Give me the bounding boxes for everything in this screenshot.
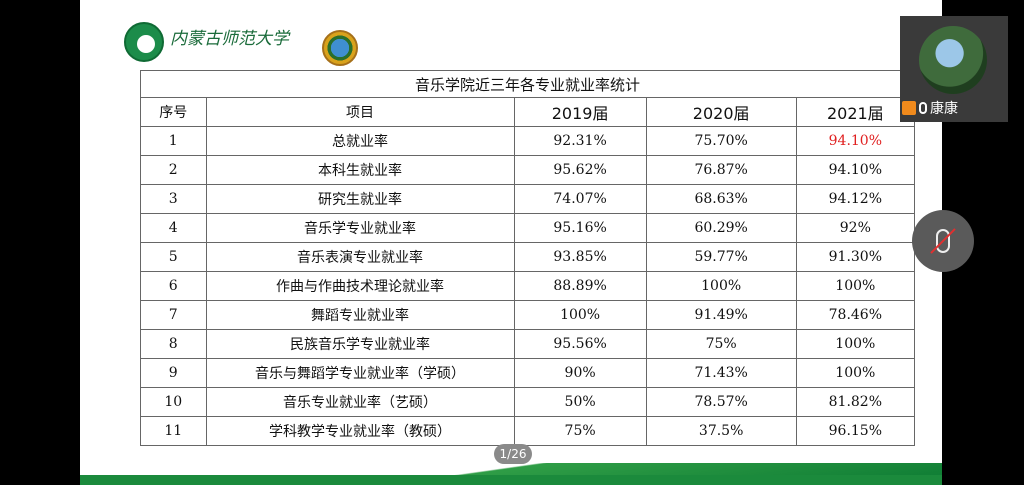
value-2020: 75.70%	[645, 126, 797, 156]
presentation-slide: 内蒙古师范大学 音乐学院近三年各专业就业率统计 序号 项目 2019届 2020…	[80, 0, 942, 485]
employment-rate-table: 音乐学院近三年各专业就业率统计 序号 项目 2019届 2020届 2021届 …	[140, 70, 916, 446]
participant-video-tile[interactable]: 康康	[900, 16, 1008, 122]
value-2019: 74.07%	[513, 184, 647, 214]
row-item: 总就业率	[205, 126, 515, 156]
row-item: 音乐学专业就业率	[205, 213, 515, 243]
host-icon	[902, 101, 916, 115]
table-row: 5 音乐表演专业就业率 93.85% 59.77% 91.30%	[140, 242, 916, 272]
value-2019: 88.89%	[513, 271, 647, 301]
value-2020: 37.5%	[645, 416, 797, 446]
table-row: 6 作曲与作曲技术理论就业率 88.89% 100% 100%	[140, 271, 916, 301]
value-2019: 75%	[513, 416, 647, 446]
value-2021: 91.30%	[795, 242, 916, 272]
header-2020: 2020届	[645, 97, 797, 127]
row-item: 音乐表演专业就业率	[205, 242, 515, 272]
value-2019: 100%	[513, 300, 647, 330]
header-no: 序号	[140, 97, 207, 127]
value-2021: 94.10%	[795, 126, 916, 156]
value-2021: 100%	[795, 358, 916, 388]
value-2020: 78.57%	[645, 387, 797, 417]
row-number: 11	[140, 416, 207, 446]
table-row: 1 总就业率 92.31% 75.70% 94.10%	[140, 126, 916, 156]
row-number: 9	[140, 358, 207, 388]
microphone-icon	[919, 102, 927, 114]
value-2020: 91.49%	[645, 300, 797, 330]
value-2020: 75%	[645, 329, 797, 359]
value-2019: 95.16%	[513, 213, 647, 243]
row-item: 舞蹈专业就业率	[205, 300, 515, 330]
table-body: 1 总就业率 92.31% 75.70% 94.10% 2 本科生就业率 95.62% 76.8…	[140, 126, 916, 446]
row-number: 7	[140, 300, 207, 330]
participant-avatar	[919, 26, 987, 94]
table-row: 9 音乐与舞蹈学专业就业率（学硕） 90% 71.43% 100%	[140, 358, 916, 388]
row-number: 2	[140, 155, 207, 185]
row-number: 4	[140, 213, 207, 243]
value-2021: 92%	[795, 213, 916, 243]
row-item: 学科教学专业就业率（教硕）	[205, 416, 515, 446]
value-2021: 96.15%	[795, 416, 916, 446]
value-2019: 50%	[513, 387, 647, 417]
college-emblem-icon	[322, 30, 358, 66]
value-2019: 90%	[513, 358, 647, 388]
value-2021: 94.12%	[795, 184, 916, 214]
row-number: 6	[140, 271, 207, 301]
university-name-logo: 内蒙古师范大学	[170, 29, 289, 49]
value-2020: 100%	[645, 271, 797, 301]
row-item: 本科生就业率	[205, 155, 515, 185]
value-2019: 95.62%	[513, 155, 647, 185]
row-item: 音乐与舞蹈学专业就业率（学硕）	[205, 358, 515, 388]
value-2020: 71.43%	[645, 358, 797, 388]
row-number: 5	[140, 242, 207, 272]
value-2020: 60.29%	[645, 213, 797, 243]
university-seal-icon	[124, 22, 164, 62]
value-2021: 100%	[795, 329, 916, 359]
value-2019: 92.31%	[513, 126, 647, 156]
value-2020: 59.77%	[645, 242, 797, 272]
table-row: 8 民族音乐学专业就业率 95.56% 75% 100%	[140, 329, 916, 359]
table-row: 3 研究生就业率 74.07% 68.63% 94.12%	[140, 184, 916, 214]
header-2021: 2021届	[795, 97, 916, 127]
row-item: 研究生就业率	[205, 184, 515, 214]
value-2021: 94.10%	[795, 155, 916, 185]
value-2020: 68.63%	[645, 184, 797, 214]
row-item: 作曲与作曲技术理论就业率	[205, 271, 515, 301]
value-2019: 93.85%	[513, 242, 647, 272]
header-item: 项目	[205, 97, 515, 127]
participant-name: 康康	[930, 101, 958, 117]
table-row: 7 舞蹈专业就业率 100% 91.49% 78.46%	[140, 300, 916, 330]
value-2020: 76.87%	[645, 155, 797, 185]
header-2019: 2019届	[513, 97, 647, 127]
page-indicator[interactable]: 1/26	[494, 444, 532, 464]
value-2021: 100%	[795, 271, 916, 301]
row-item: 民族音乐学专业就业率	[205, 329, 515, 359]
value-2021: 81.82%	[795, 387, 916, 417]
table-row: 4 音乐学专业就业率 95.16% 60.29% 92%	[140, 213, 916, 243]
logo-area: 内蒙古师范大学	[124, 16, 358, 66]
row-number: 1	[140, 126, 207, 156]
table-row: 10 音乐专业就业率（艺硕） 50% 78.57% 81.82%	[140, 387, 916, 417]
row-number: 8	[140, 329, 207, 359]
microphone-muted-icon	[936, 229, 950, 253]
value-2019: 95.56%	[513, 329, 647, 359]
row-item: 音乐专业就业率（艺硕）	[205, 387, 515, 417]
table-row: 11 学科教学专业就业率（教硕） 75% 37.5% 96.15%	[140, 416, 916, 446]
value-2021: 78.46%	[795, 300, 916, 330]
row-number: 10	[140, 387, 207, 417]
participant-name-strip: 康康	[902, 98, 958, 118]
table-row: 2 本科生就业率 95.62% 76.87% 94.10%	[140, 155, 916, 185]
table-title: 音乐学院近三年各专业就业率统计	[140, 70, 915, 98]
row-number: 3	[140, 184, 207, 214]
mute-microphone-button[interactable]	[912, 210, 974, 272]
decorative-green-strip	[80, 475, 942, 485]
